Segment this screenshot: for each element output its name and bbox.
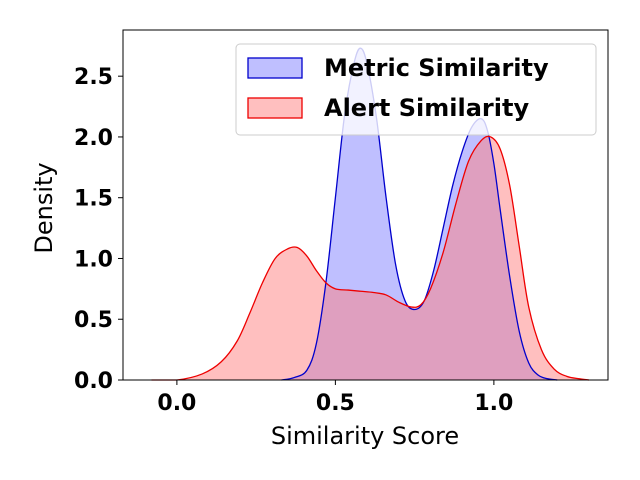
alert-similarity-legend-label: Alert Similarity [324,94,529,122]
y-tick-label: 2.5 [74,65,113,90]
x-tick-label: 0.0 [157,391,196,416]
legend-box [235,43,597,136]
alert-similarity-line [151,135,590,381]
axes: 0.0 0.5 1.0 0.0 0.5 1.0 1.5 2.0 2.5 [74,29,609,416]
y-tick-label: 0.5 [74,308,113,333]
y-tick-label: 1.5 [74,187,113,212]
y-axis-label: Density [30,162,58,253]
legend: Metric Similarity Alert Similarity [235,43,597,136]
y-tick-label: 1.0 [74,247,113,272]
y-tick-label: 0.0 [74,369,113,394]
x-axis-label: Similarity Score [271,422,459,450]
alert-similarity-legend-swatch [247,97,303,119]
x-tick-label: 0.5 [316,391,355,416]
metric-similarity-legend-swatch [247,57,303,79]
y-tick-label: 2.0 [74,126,113,151]
plot-frame [122,29,609,381]
metric-similarity-legend-label: Metric Similarity [324,54,549,82]
x-tick-label: 1.0 [474,391,513,416]
alert-similarity-area [151,136,589,380]
